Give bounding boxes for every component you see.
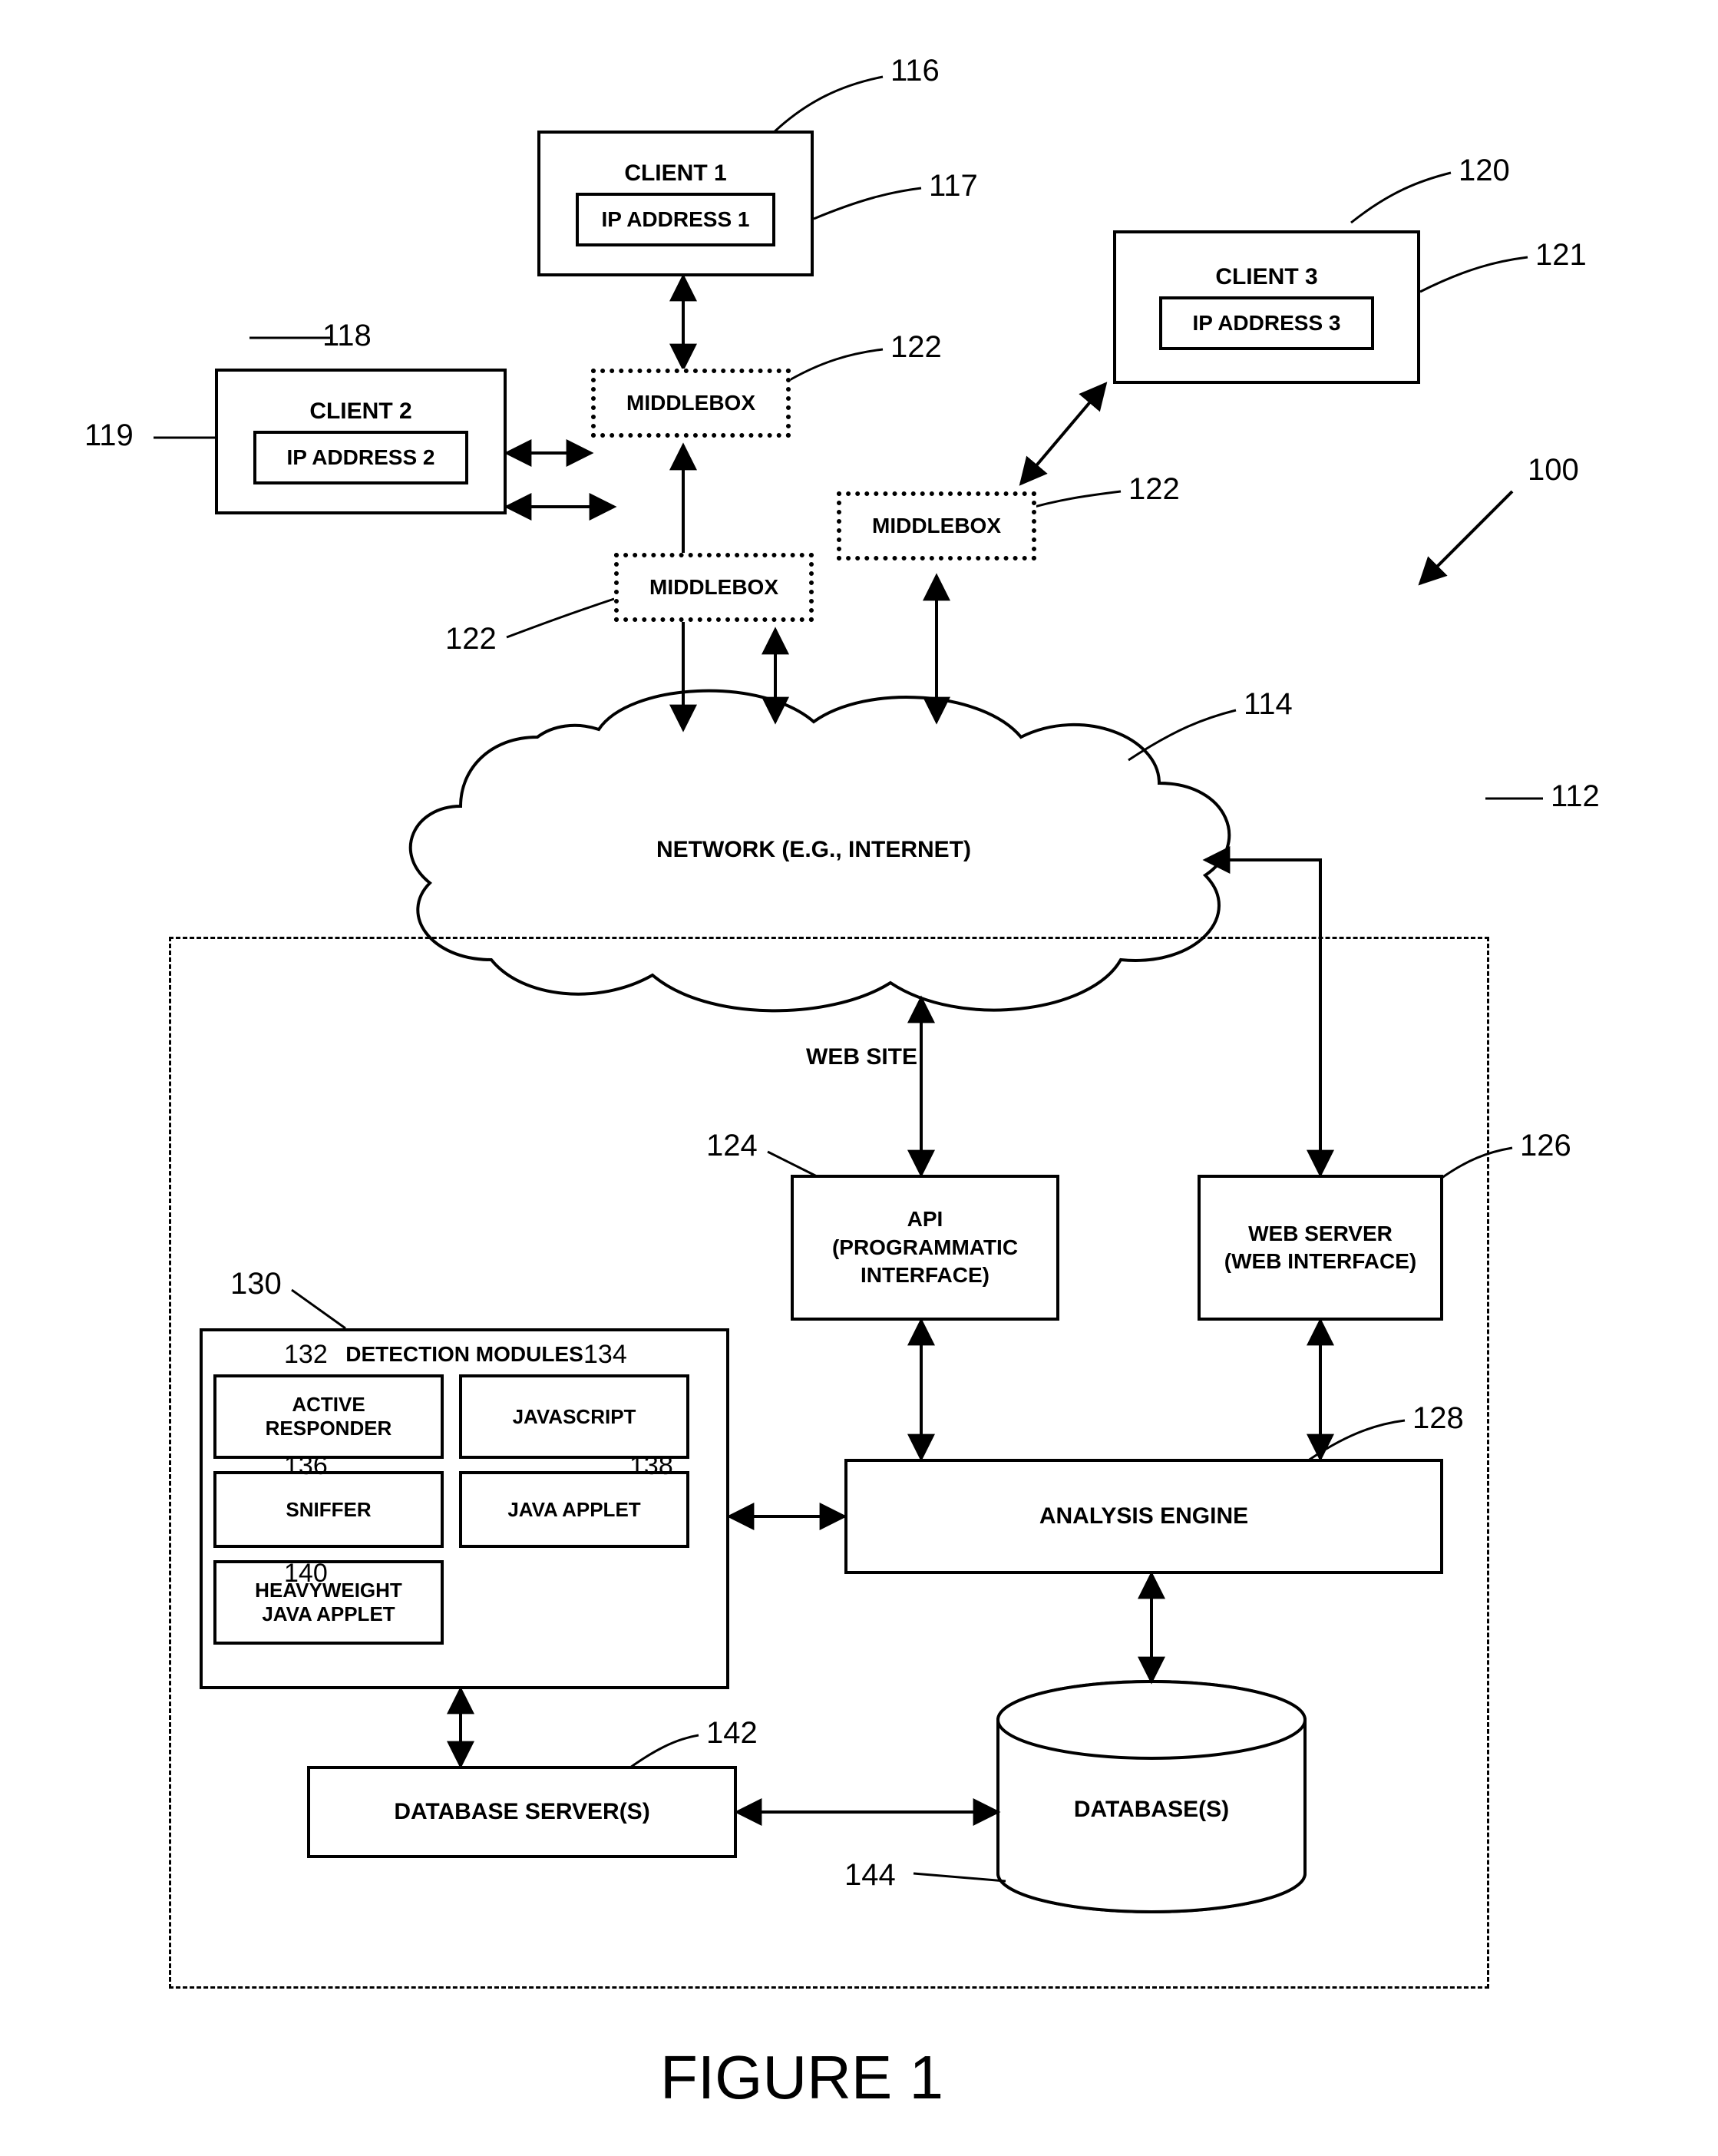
ref-128: 128	[1412, 1401, 1464, 1436]
module-java-applet: JAVA APPLET	[459, 1471, 689, 1548]
analysis-box: ANALYSIS ENGINE	[844, 1459, 1443, 1574]
ref-130: 130	[230, 1267, 282, 1301]
webserver-box: WEB SERVER (WEB INTERFACE)	[1198, 1175, 1443, 1321]
client1-title: CLIENT 1	[624, 160, 726, 187]
client2-inner: IP ADDRESS 2	[253, 431, 468, 484]
ref-122c: 122	[445, 622, 497, 656]
database-label: DATABASE(S)	[1059, 1797, 1244, 1823]
client2-box: CLIENT 2 IP ADDRESS 2	[215, 369, 507, 514]
diagram-canvas: CLIENT 1 IP ADDRESS 1 CLIENT 2 IP ADDRES…	[0, 0, 1718, 2156]
ref-126: 126	[1520, 1129, 1571, 1163]
ref-116: 116	[890, 54, 940, 88]
middlebox-c: MIDDLEBOX	[614, 553, 814, 622]
api-box: API (PROGRAMMATIC INTERFACE)	[791, 1175, 1059, 1321]
ref-121: 121	[1535, 238, 1587, 273]
ref-112: 112	[1551, 779, 1600, 814]
network-label: NETWORK (E.G., INTERNET)	[591, 837, 1036, 863]
ref-144: 144	[844, 1858, 896, 1893]
ref-136: 136	[284, 1451, 328, 1481]
module-javascript: JAVASCRIPT	[459, 1374, 689, 1459]
dbserver-box: DATABASE SERVER(S)	[307, 1766, 737, 1858]
client3-box: CLIENT 3 IP ADDRESS 3	[1113, 230, 1420, 384]
client3-inner: IP ADDRESS 3	[1159, 296, 1374, 350]
module-heavy-applet: HEAVYWEIGHT JAVA APPLET	[213, 1560, 444, 1645]
middlebox-a: MIDDLEBOX	[591, 369, 791, 438]
ref-119: 119	[84, 418, 134, 453]
ref-132: 132	[284, 1340, 328, 1370]
client3-title: CLIENT 3	[1215, 264, 1317, 290]
ref-120: 120	[1459, 154, 1510, 188]
ref-134: 134	[583, 1340, 627, 1370]
ref-100: 100	[1528, 453, 1579, 488]
website-label: WEB SITE	[806, 1044, 917, 1070]
ref-118: 118	[322, 319, 372, 353]
client1-box: CLIENT 1 IP ADDRESS 1	[537, 131, 814, 276]
middlebox-b: MIDDLEBOX	[837, 491, 1036, 560]
ref-138: 138	[629, 1451, 673, 1481]
detection-container: DETECTION MODULES ACTIVE RESPONDER JAVAS…	[200, 1328, 729, 1689]
ref-122b: 122	[1128, 472, 1180, 507]
client1-inner: IP ADDRESS 1	[576, 193, 775, 246]
ref-122a: 122	[890, 330, 942, 365]
client2-title: CLIENT 2	[309, 398, 411, 425]
module-active-responder: ACTIVE RESPONDER	[213, 1374, 444, 1459]
ref-142: 142	[706, 1716, 758, 1751]
ref-140: 140	[284, 1559, 328, 1589]
ref-124: 124	[706, 1129, 758, 1163]
figure-title: FIGURE 1	[660, 2042, 943, 2113]
ref-117: 117	[929, 169, 978, 203]
module-sniffer: SNIFFER	[213, 1471, 444, 1548]
ref-114: 114	[1244, 687, 1293, 722]
